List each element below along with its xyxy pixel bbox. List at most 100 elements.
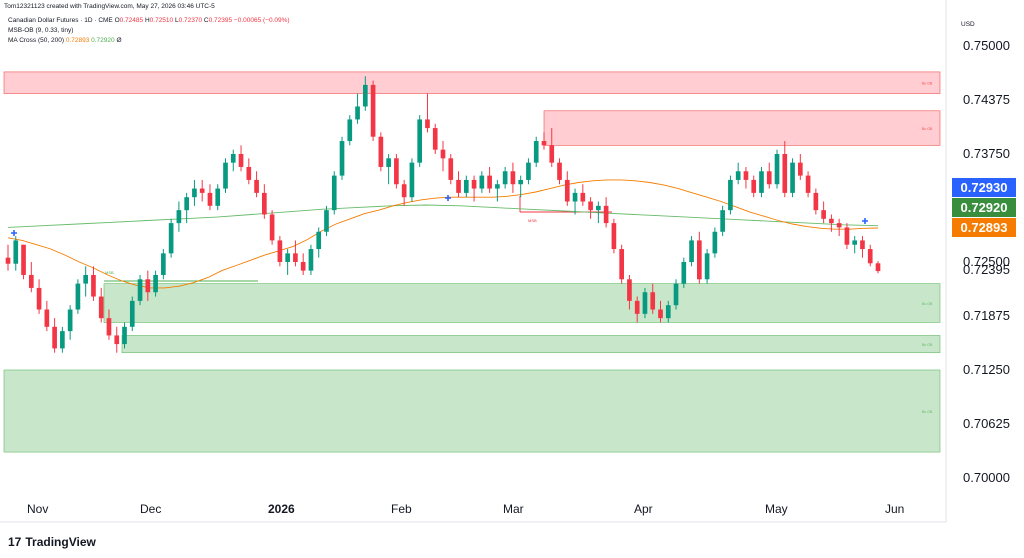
candle-body (603, 205, 609, 224)
candle-body (766, 171, 772, 185)
x-tick-label: 2026 (268, 502, 295, 516)
candle-body (852, 240, 858, 245)
candle-body (230, 154, 236, 163)
ohlc-close-value: 0.72395 (208, 17, 233, 24)
candle-body (720, 210, 725, 232)
candle-body (541, 141, 547, 146)
y-tick-label: 0.75000 (963, 38, 1010, 53)
candle-body (634, 300, 640, 314)
candle-body (735, 171, 741, 180)
candle-body (21, 244, 26, 275)
candle-body (91, 274, 96, 297)
candle-body (262, 192, 267, 215)
tradingview-brand[interactable]: 17 TradingView (8, 535, 96, 549)
candle-body (774, 154, 780, 185)
order-block-label: Bu OB (922, 127, 933, 131)
x-tick-label: May (765, 502, 788, 516)
ohlc-low-value: 0.72370 (178, 17, 203, 24)
msb-label-bullish: MSB (105, 270, 114, 275)
y-tick-label: 0.71250 (963, 362, 1010, 377)
candle-body (223, 162, 228, 189)
candle-body (673, 283, 679, 306)
order-block-zone (543, 110, 941, 146)
candle-body (394, 158, 399, 185)
brand-name: TradingView (25, 535, 96, 549)
candle-body (557, 162, 562, 180)
price-box: 0.72930 (952, 178, 1016, 197)
candle-body (844, 227, 850, 245)
candle-body (518, 179, 524, 185)
candle-body (67, 309, 73, 332)
last-price-label: 0.72395 (963, 262, 1010, 277)
x-tick-label: Dec (140, 502, 162, 516)
candle-body (215, 188, 221, 206)
ma-cross-v1: 0.72893 (65, 37, 90, 44)
candle-body (611, 223, 617, 250)
candle-body (425, 119, 430, 129)
candle-body (471, 179, 477, 189)
order-block-zone (3, 369, 941, 453)
order-block-label: Bu OB (922, 343, 933, 347)
candle-body (285, 253, 290, 262)
ma200-line (7, 204, 879, 228)
candle-body (199, 188, 205, 193)
ohlc-high-value: 0.72510 (149, 17, 174, 24)
candle-body (308, 249, 314, 271)
candle-body (98, 296, 104, 319)
ohlc-open-label: O (114, 17, 120, 24)
candle-body (875, 263, 881, 272)
candle-body (549, 145, 555, 163)
candle-body (83, 274, 89, 284)
msb-label-bearish: MSB (528, 218, 537, 223)
candle-body (728, 179, 733, 211)
candle-body (829, 218, 834, 224)
candle-body (254, 179, 259, 193)
y-tick-label: 0.72500 (963, 254, 1010, 269)
candle-body (238, 154, 244, 167)
created-by-text: Tom12321123 created with TradingView.com… (4, 3, 215, 10)
y-tick-label: 0.70625 (963, 416, 1010, 431)
candle-body (572, 192, 578, 202)
candle-body (751, 179, 757, 193)
ma-cross-name: MA Cross (50, 200) (8, 37, 64, 44)
candle-body (378, 136, 384, 167)
ohlc-change-value: −0.00065 (−0.09%) (233, 17, 290, 24)
candle-body (316, 231, 322, 250)
candle-body (331, 175, 337, 211)
candle-body (867, 249, 873, 264)
candle-body (52, 326, 57, 349)
order-block-label: Bu OB (922, 302, 933, 306)
candle-body (658, 309, 663, 319)
candle-body (704, 253, 710, 280)
candle-body (642, 292, 648, 314)
candle-body (44, 309, 50, 327)
order-block-zone (121, 335, 941, 354)
ohlc-open-value: 0.72485 (119, 17, 144, 24)
candle-body (619, 249, 624, 280)
candle-body (580, 192, 586, 202)
ma-cross-marker-icon (445, 195, 451, 201)
symbol-name[interactable]: Canadian Dollar Futures · 1D · CME (8, 17, 113, 24)
y-tick-label: 0.73750 (963, 146, 1010, 161)
candle-body (432, 128, 438, 150)
candle-body (355, 106, 360, 120)
candle-body (75, 283, 81, 310)
candle-body (797, 162, 803, 176)
candle-body (28, 274, 34, 288)
indicator-msb-ob[interactable]: MSB-OB (9, 0.33, tiny) (8, 27, 74, 34)
candle-body (564, 179, 570, 202)
candle-body (137, 279, 143, 301)
price-box: 0.72893 (952, 218, 1016, 237)
candle-body (526, 162, 531, 180)
x-tick-label: Nov (27, 502, 49, 516)
candle-body (697, 240, 702, 280)
candle-body (324, 210, 329, 232)
ohlc-high-label: H (144, 17, 150, 24)
candle-body (681, 262, 687, 284)
indicator-ma-cross[interactable]: MA Cross (50, 200) 0.72893 0.72920 Ø (8, 37, 122, 44)
candle-body (860, 240, 865, 250)
candle-body (153, 274, 158, 293)
candle-body (106, 318, 112, 336)
candle-body (712, 231, 718, 254)
